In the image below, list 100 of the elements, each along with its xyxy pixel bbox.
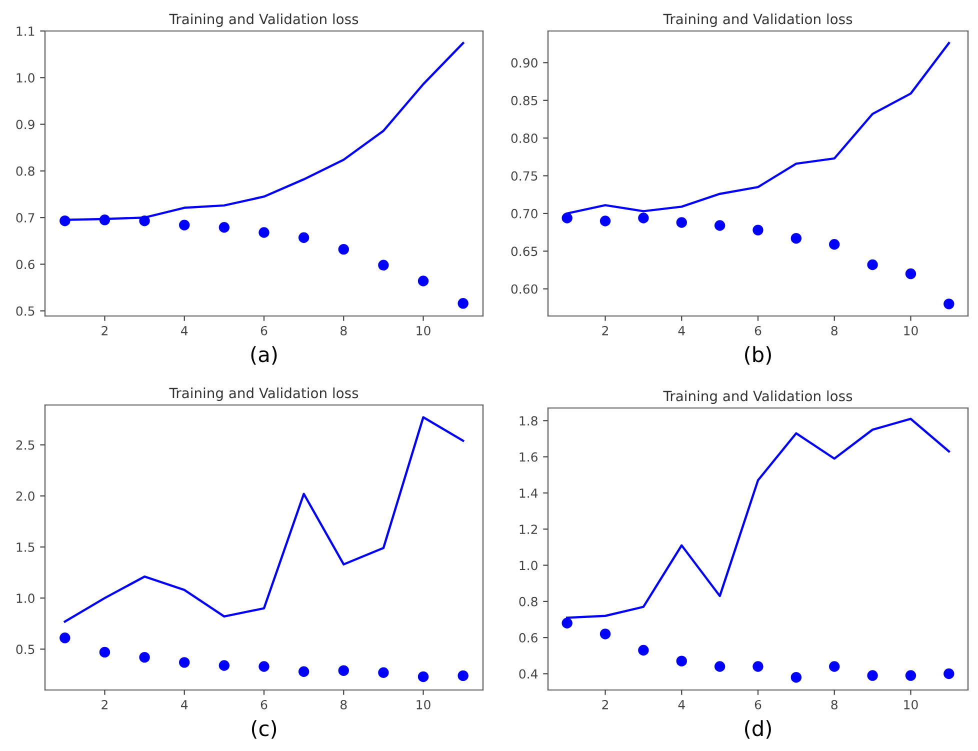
point bbox=[458, 670, 468, 682]
y-tick-label: 0.85 bbox=[511, 96, 538, 106]
x-tick-label: 4 bbox=[181, 700, 188, 710]
point bbox=[676, 217, 687, 228]
x-tick-label: 6 bbox=[754, 700, 762, 710]
point bbox=[790, 232, 802, 244]
point bbox=[829, 239, 840, 250]
point bbox=[905, 670, 916, 681]
y-tick-label: 1.0 bbox=[520, 560, 538, 570]
x-tick-label: 6 bbox=[260, 700, 268, 710]
point bbox=[218, 660, 230, 671]
point bbox=[867, 670, 878, 681]
y-tick-label: 0.8 bbox=[16, 166, 34, 176]
x-tick-label: 8 bbox=[831, 700, 838, 710]
point bbox=[418, 276, 429, 286]
chart-title: Training and Validation loss bbox=[663, 14, 852, 27]
x-tick-label: 2 bbox=[102, 700, 108, 710]
y-tick-label: 1.2 bbox=[520, 524, 538, 534]
y-tick-label: 1.5 bbox=[16, 542, 34, 552]
point bbox=[179, 657, 190, 668]
x-axis-title: (b) bbox=[745, 346, 771, 365]
point bbox=[378, 667, 389, 678]
y-tick-label: 0.5 bbox=[16, 644, 34, 654]
point bbox=[60, 632, 70, 644]
point bbox=[944, 298, 954, 310]
point bbox=[179, 220, 190, 230]
point bbox=[676, 656, 687, 666]
y-tick-label: 0.70 bbox=[511, 208, 538, 218]
point bbox=[298, 666, 310, 677]
point bbox=[458, 298, 468, 309]
point bbox=[905, 268, 916, 280]
x-tick-label: 4 bbox=[678, 700, 685, 710]
point bbox=[562, 618, 572, 628]
x-tick-label: 8 bbox=[831, 326, 838, 336]
point bbox=[752, 661, 764, 672]
x-tick-label: 4 bbox=[678, 326, 685, 336]
y-tick-label: 1.1 bbox=[16, 26, 34, 36]
x-tick-label: 2 bbox=[602, 326, 608, 336]
point bbox=[258, 227, 270, 238]
x-tick-label: 10 bbox=[416, 326, 430, 336]
x-tick-label: 10 bbox=[416, 700, 430, 710]
y-tick-label: 1.0 bbox=[16, 73, 34, 83]
point bbox=[752, 224, 764, 236]
point bbox=[218, 222, 230, 233]
point bbox=[638, 644, 649, 656]
chart-title: Training and Validation loss bbox=[663, 390, 852, 404]
y-tick-label: 0.8 bbox=[519, 596, 538, 606]
x-tick-label: 10 bbox=[904, 700, 918, 710]
chart-title: Training and Validation loss bbox=[169, 14, 358, 27]
point bbox=[714, 661, 726, 672]
y-tick-label: 0.9 bbox=[16, 120, 34, 130]
x-tick-label: 2 bbox=[102, 326, 108, 336]
y-tick-label: 0.60 bbox=[511, 284, 538, 294]
y-tick-label: 2.0 bbox=[16, 491, 34, 501]
point bbox=[338, 244, 349, 255]
point bbox=[418, 671, 429, 682]
point bbox=[829, 661, 840, 672]
y-tick-label: 0.6 bbox=[519, 633, 538, 643]
point bbox=[60, 215, 70, 226]
y-tick-label: 0.65 bbox=[511, 246, 538, 256]
y-tick-label: 0.4 bbox=[519, 669, 538, 679]
point bbox=[99, 214, 110, 226]
y-tick-label: 2.5 bbox=[16, 440, 34, 450]
point bbox=[562, 212, 572, 224]
x-axis-title: (c) bbox=[252, 720, 276, 739]
x-tick-label: 8 bbox=[340, 326, 347, 336]
x-axis-title: (d) bbox=[745, 720, 771, 739]
chart-title: Training and Validation loss bbox=[169, 388, 358, 401]
x-tick-label: 6 bbox=[260, 326, 268, 336]
point bbox=[944, 668, 954, 680]
y-tick-label: 1.4 bbox=[520, 488, 538, 498]
y-tick-label: 0.75 bbox=[511, 171, 538, 181]
point bbox=[258, 661, 270, 672]
line-series bbox=[64, 416, 464, 623]
y-tick-label: 0.5 bbox=[16, 306, 34, 316]
point bbox=[600, 216, 611, 226]
point bbox=[139, 652, 150, 663]
x-tick-label: 4 bbox=[181, 326, 188, 336]
point bbox=[790, 672, 802, 683]
point bbox=[638, 212, 649, 224]
point bbox=[867, 259, 878, 270]
point bbox=[338, 665, 349, 676]
x-tick-label: 6 bbox=[754, 326, 762, 336]
point bbox=[139, 215, 150, 226]
y-tick-label: 0.80 bbox=[511, 134, 538, 143]
point bbox=[298, 232, 310, 243]
y-tick-label: 0.90 bbox=[511, 58, 538, 68]
x-tick-label: 8 bbox=[340, 700, 347, 710]
y-tick-label: 0.7 bbox=[16, 213, 34, 223]
y-tick-label: 1.6 bbox=[520, 452, 538, 462]
y-tick-label: 1.8 bbox=[520, 416, 538, 426]
y-tick-label: 0.6 bbox=[16, 260, 34, 270]
x-tick-label: 2 bbox=[602, 700, 608, 710]
point bbox=[714, 220, 726, 231]
y-tick-label: 1.0 bbox=[16, 594, 34, 603]
point bbox=[378, 260, 389, 271]
x-axis-title: (a) bbox=[251, 346, 277, 365]
point bbox=[600, 628, 611, 640]
x-tick-label: 10 bbox=[904, 326, 918, 336]
point bbox=[99, 646, 110, 658]
